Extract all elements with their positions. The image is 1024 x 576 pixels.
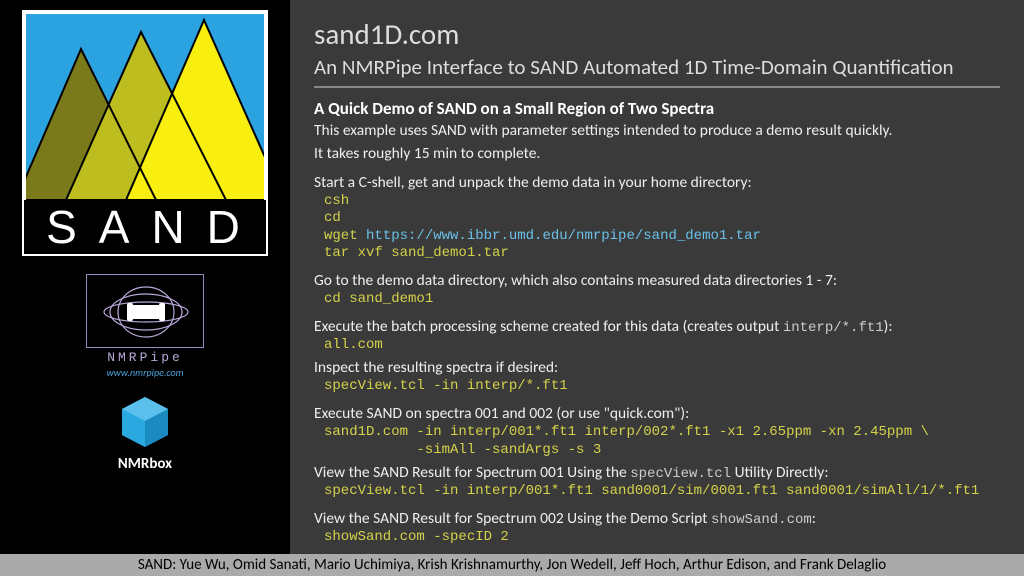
nmrpipe-icon	[86, 274, 204, 348]
step6-text: View the SAND Result for Spectrum 001 Us…	[314, 463, 1000, 483]
nmrbox-cube-icon	[114, 391, 176, 453]
step2-text: Go to the demo data directory, which als…	[314, 271, 1000, 291]
left-column: SAND NMRPipe www.nmrpipe.com	[0, 0, 290, 554]
page-subtitle: An NMRPipe Interface to SAND Automated 1…	[314, 54, 1000, 88]
sand-logo: SAND	[22, 10, 268, 256]
sand-logo-text: SAND	[24, 200, 266, 254]
step7-code: showSand.com -specID 2	[314, 529, 1000, 547]
nmrpipe-logo: NMRPipe www.nmrpipe.com	[75, 274, 215, 379]
demo-heading: A Quick Demo of SAND on a Small Region o…	[314, 98, 1000, 119]
step3-code: all.com	[314, 337, 1000, 355]
step2-code: cd sand_demo1	[314, 291, 1000, 309]
footer-credits: SAND: Yue Wu, Omid Sanati, Mario Uchimiy…	[0, 554, 1024, 576]
step5-text: Execute SAND on spectra 001 and 002 (or …	[314, 404, 1000, 424]
step1-code: csh cd wget https://www.ibbr.umd.edu/nmr…	[314, 193, 1000, 263]
nmrbox-logo: NMRbox	[114, 391, 176, 473]
step5-code: sand1D.com -in interp/001*.ft1 interp/00…	[314, 424, 1000, 459]
hills-icon	[26, 14, 264, 200]
demo-intro-2: It takes roughly 15 min to complete.	[314, 144, 1000, 165]
step4-code: specView.tcl -in interp/*.ft1	[314, 378, 1000, 396]
page-title: sand1D.com	[314, 16, 1000, 52]
step3-text: Execute the batch processing scheme crea…	[314, 317, 1000, 337]
right-column: sand1D.com An NMRPipe Interface to SAND …	[290, 0, 1024, 554]
nmrbox-label: NMRbox	[114, 455, 176, 473]
nmrpipe-url: www.nmrpipe.com	[75, 366, 215, 379]
step4-text: Inspect the resulting spectra if desired…	[314, 358, 1000, 378]
step1-text: Start a C-shell, get and unpack the demo…	[314, 173, 1000, 193]
main-area: SAND NMRPipe www.nmrpipe.com	[0, 0, 1024, 554]
step7-text: View the SAND Result for Spectrum 002 Us…	[314, 509, 1000, 529]
demo-intro-1: This example uses SAND with parameter se…	[314, 121, 1000, 142]
step6-code: specView.tcl -in interp/001*.ft1 sand000…	[314, 483, 1000, 501]
nmrpipe-label: NMRPipe	[75, 350, 215, 365]
sand-logo-sky	[26, 14, 264, 200]
